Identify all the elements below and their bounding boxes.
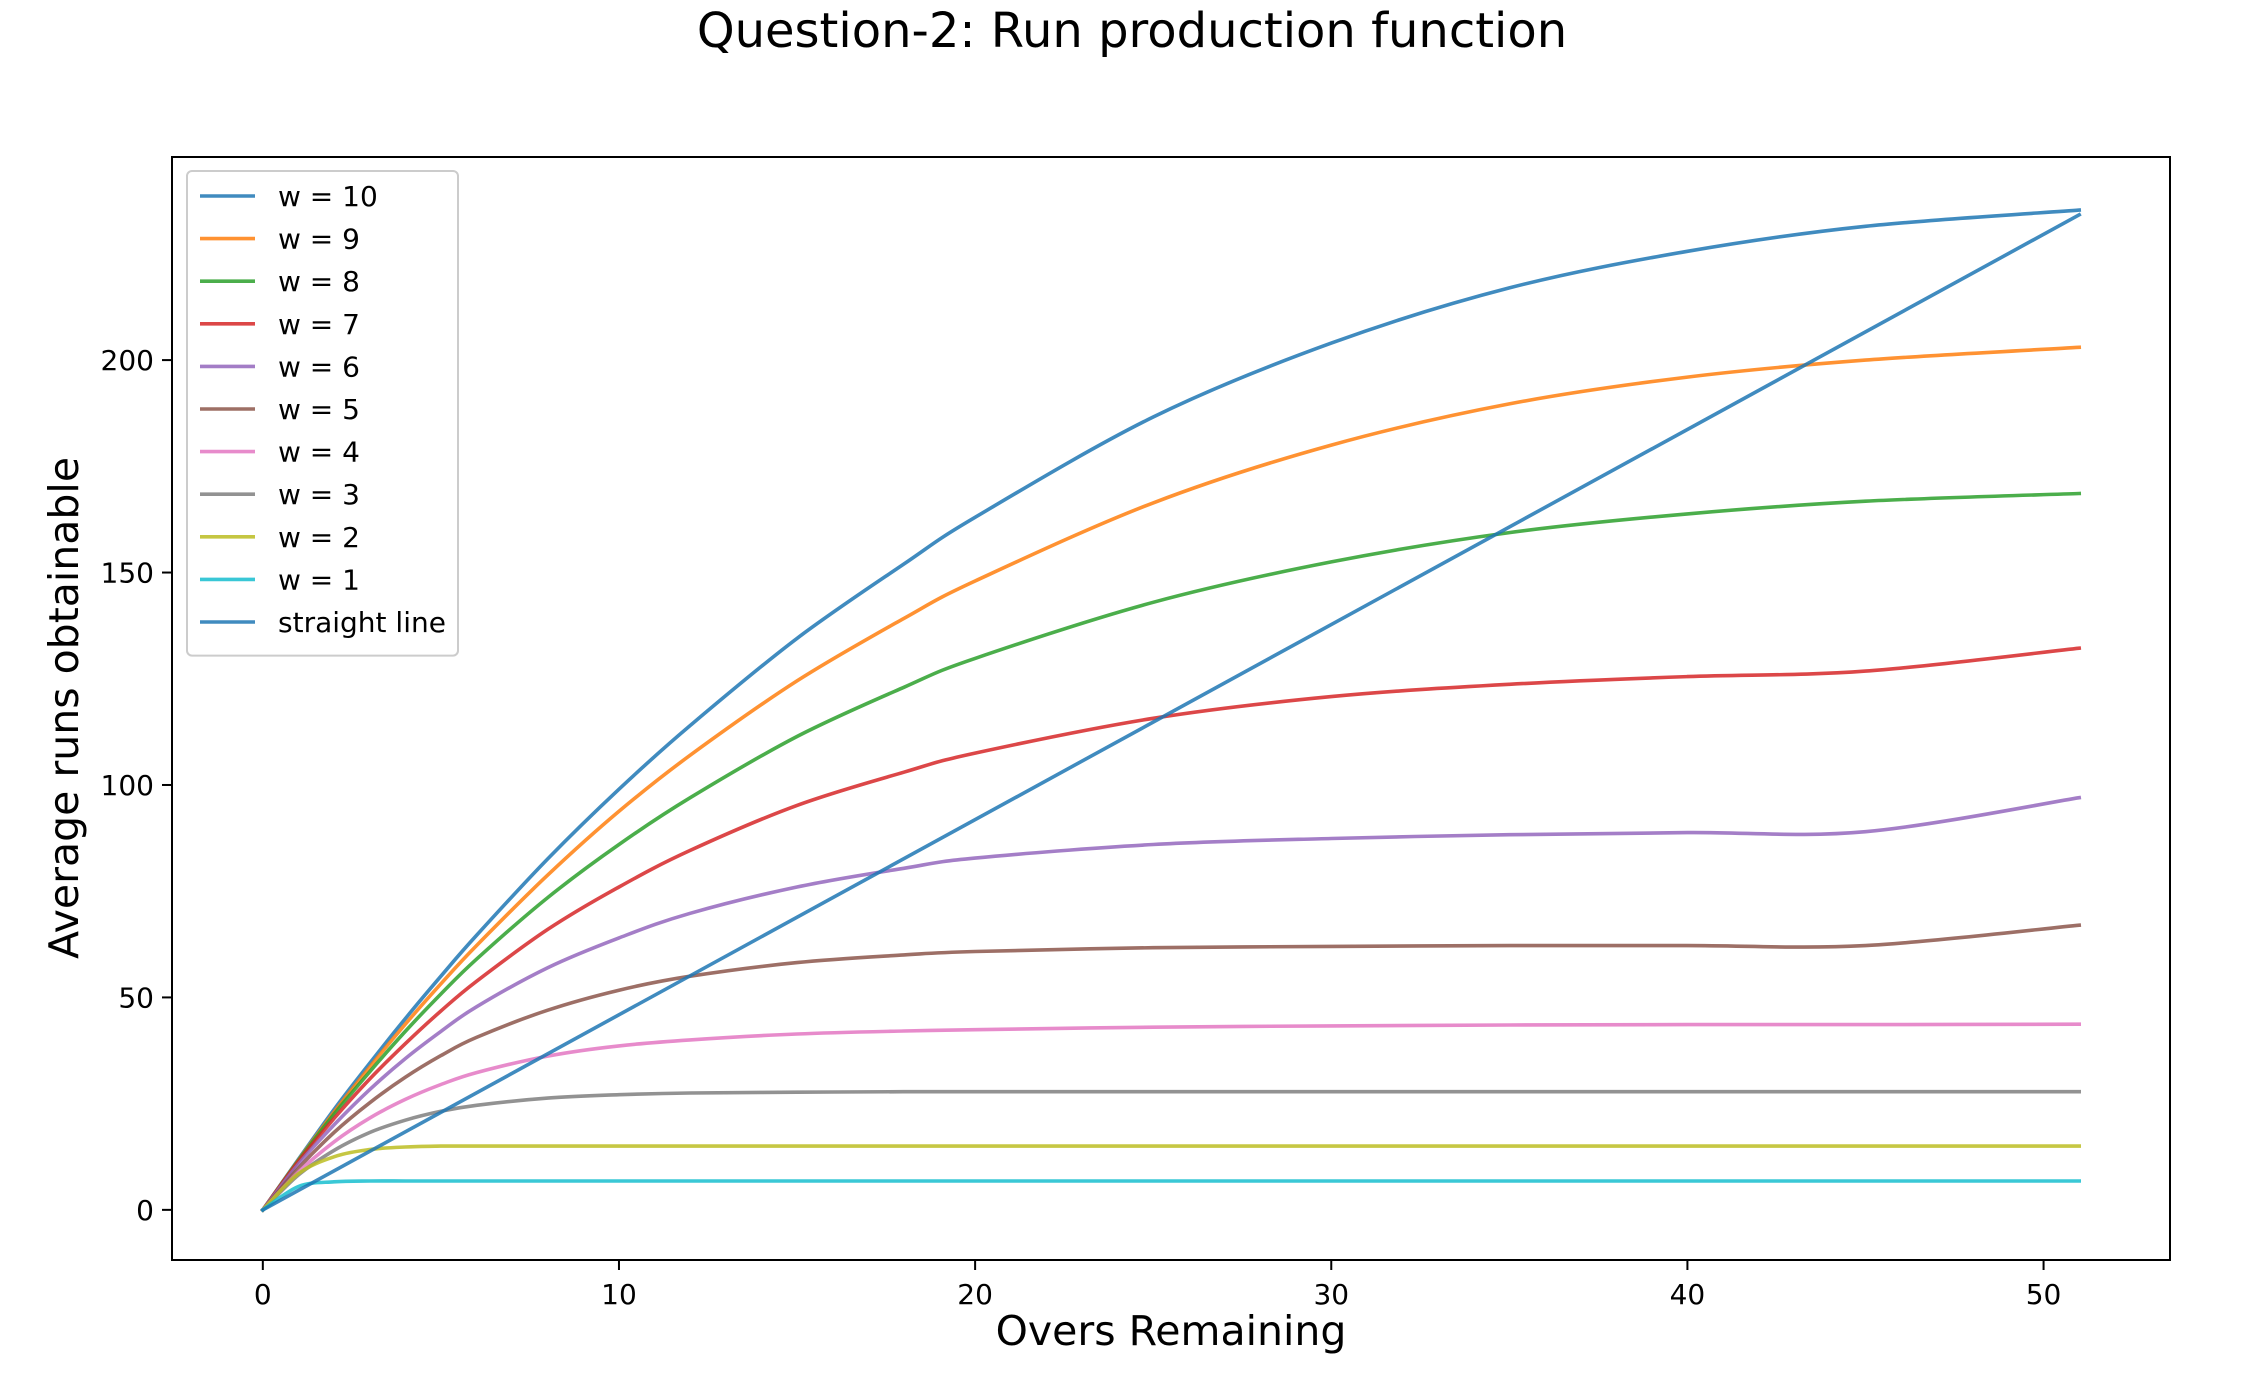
legend-box [186, 170, 459, 657]
series-line-9 [260, 1144, 2081, 1213]
chart-title: Question-2: Run production function [697, 3, 1567, 59]
x-tick-label: 40 [1670, 1278, 1706, 1311]
series-line-3 [260, 491, 2082, 1213]
y-axis-label: Average runs obtainable [40, 457, 88, 959]
series-line-1 [260, 208, 2082, 1213]
y-axis-ticks: 0 50 100 150 200 [101, 344, 172, 1227]
legend-label: w = 10 [278, 180, 378, 213]
legend-label: w = 4 [278, 436, 360, 469]
series-line-7 [260, 1022, 2082, 1213]
x-axis-ticks: 0 10 20 30 40 50 [254, 1260, 2061, 1311]
x-tick-label: 0 [254, 1278, 272, 1311]
series-layer [260, 208, 2082, 1213]
legend-label: w = 9 [278, 223, 360, 256]
x-tick-label: 20 [957, 1278, 993, 1311]
series-line-4 [260, 646, 2082, 1213]
x-tick-label: 50 [2026, 1278, 2062, 1311]
legend-label: w = 3 [278, 478, 360, 511]
x-tick-label: 10 [601, 1278, 637, 1311]
legend-label: w = 7 [278, 308, 360, 341]
series-line-6 [260, 923, 2082, 1213]
plot-frame [171, 156, 2171, 1261]
series-line-5 [260, 795, 2082, 1213]
legend-label: w = 2 [278, 521, 360, 554]
x-axis-label: Overs Remaining [996, 1307, 1347, 1355]
legend-label: w = 5 [278, 393, 360, 426]
y-tick-label: 200 [101, 344, 154, 377]
series-line-2 [260, 345, 2082, 1213]
legend-label: w = 8 [278, 265, 360, 298]
y-tick-label: 150 [101, 557, 154, 590]
legend-label: w = 1 [278, 563, 360, 596]
series-line-8 [260, 1089, 2081, 1213]
x-tick-label: 30 [1313, 1278, 1349, 1311]
y-tick-label: 0 [136, 1194, 154, 1227]
series-line-11 [260, 212, 2082, 1213]
y-tick-label: 100 [101, 769, 154, 802]
legend-label: w = 6 [278, 350, 360, 383]
legend-label: straight line [278, 606, 446, 639]
y-tick-label: 50 [118, 981, 154, 1014]
series-line-10 [260, 1179, 2081, 1213]
legend: w = 10 w = 9 w = 8 w = 7 w = 6 w = 5 w = 4 w = … [186, 170, 459, 657]
